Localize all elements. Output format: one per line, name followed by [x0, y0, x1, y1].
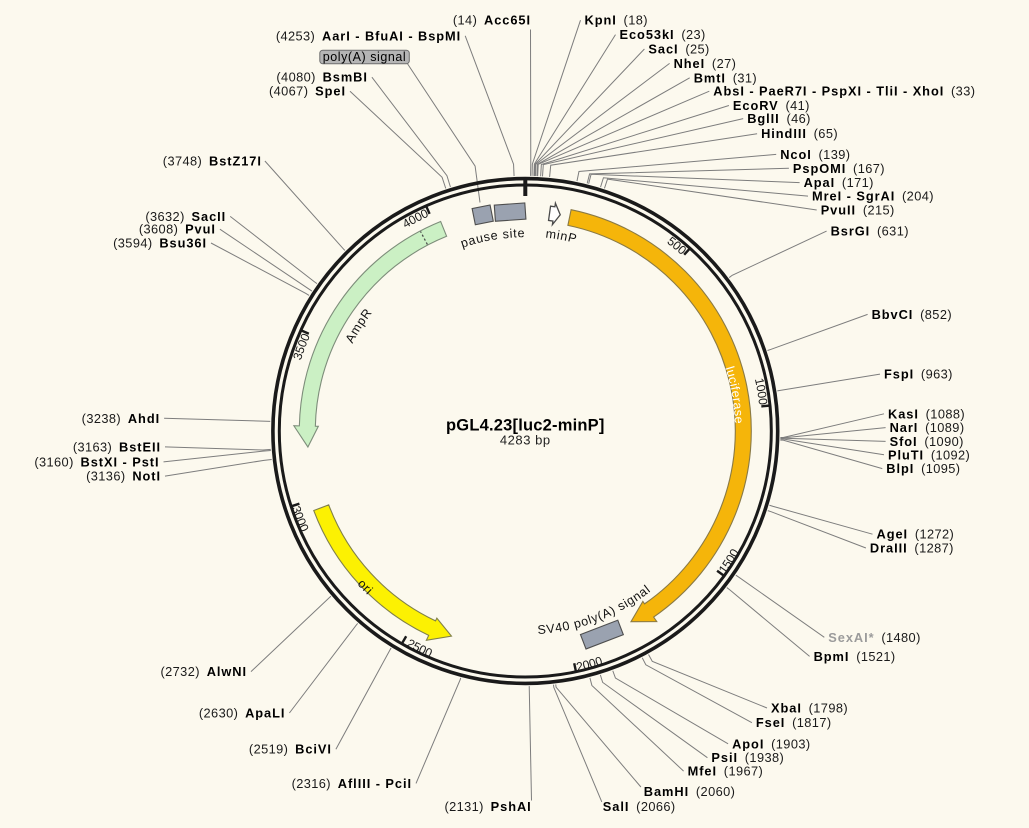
svg-text:EcoRV (41): EcoRV (41) [733, 98, 810, 113]
svg-text:PspOMI (167): PspOMI (167) [793, 161, 885, 176]
svg-text:Eco53kI (23): Eco53kI (23) [620, 27, 706, 42]
svg-text:ApaI (171): ApaI (171) [804, 175, 874, 190]
svg-text:SfoI (1090): SfoI (1090) [890, 434, 964, 449]
svg-text:(2316) AflIII - PciI: (2316) AflIII - PciI [292, 776, 412, 791]
svg-text:minP: minP [545, 227, 579, 247]
svg-text:(4080) BsmBI: (4080) BsmBI [276, 70, 368, 85]
svg-text:(3163) BstEII: (3163) BstEII [73, 439, 161, 454]
svg-text:(3632) SacII: (3632) SacII [145, 209, 226, 224]
svg-text:SacI (25): SacI (25) [648, 42, 709, 57]
svg-text:NarI (1089): NarI (1089) [890, 420, 965, 435]
svg-text:(3160) BstXI - PstI: (3160) BstXI - PstI [34, 454, 159, 469]
svg-text:MfeI (1967): MfeI (1967) [688, 764, 764, 779]
svg-text:(3238) AhdI: (3238) AhdI [82, 411, 160, 426]
svg-text:NcoI (139): NcoI (139) [780, 147, 850, 162]
svg-text:AgeI (1272): AgeI (1272) [877, 527, 955, 542]
svg-text:MreI - SgrAI (204): MreI - SgrAI (204) [812, 189, 934, 204]
svg-text:BsrGI (631): BsrGI (631) [831, 224, 909, 239]
svg-text:(3594) Bsu36I: (3594) Bsu36I [113, 236, 207, 251]
svg-text:pGL4.23[luc2-minP]: pGL4.23[luc2-minP] [446, 417, 605, 435]
svg-text:SexAI* (1480): SexAI* (1480) [828, 630, 920, 645]
svg-text:FseI (1817): FseI (1817) [756, 715, 832, 730]
svg-text:(2519) BciVI: (2519) BciVI [249, 742, 332, 757]
svg-text:(3608) PvuI: (3608) PvuI [139, 222, 216, 237]
svg-text:1000: 1000 [752, 377, 770, 406]
svg-text:KasI (1088): KasI (1088) [888, 406, 965, 421]
svg-text:(4067) SpeI: (4067) SpeI [269, 84, 346, 99]
svg-text:BpmI (1521): BpmI (1521) [814, 649, 896, 664]
svg-text:BamHI (2060): BamHI (2060) [644, 784, 736, 799]
svg-text:(3136) NotI: (3136) NotI [86, 469, 161, 484]
svg-text:poly(A) signal: poly(A) signal [323, 50, 406, 64]
svg-text:NheI (27): NheI (27) [674, 56, 737, 71]
svg-text:BbvCI (852): BbvCI (852) [872, 307, 952, 322]
svg-text:(2630) ApaLI: (2630) ApaLI [199, 706, 286, 721]
svg-text:BlpI (1095): BlpI (1095) [886, 461, 960, 476]
svg-text:ApoI (1903): ApoI (1903) [732, 736, 810, 751]
svg-text:(3748) BstZ17I: (3748) BstZ17I [163, 154, 262, 169]
svg-text:PsiI (1938): PsiI (1938) [711, 750, 784, 765]
svg-text:DraIII (1287): DraIII (1287) [870, 541, 954, 556]
svg-text:(4253) AarI - BfuAI - BspMI: (4253) AarI - BfuAI - BspMI [276, 28, 461, 43]
svg-text:KpnI (18): KpnI (18) [585, 13, 648, 28]
svg-text:AbsI - PaeR7I - PspXI - TliI -: AbsI - PaeR7I - PspXI - TliI - XhoI (33) [713, 84, 975, 99]
svg-text:(2131) PshAI: (2131) PshAI [444, 799, 531, 814]
svg-text:FspI (963): FspI (963) [884, 367, 953, 382]
svg-text:BmtI (31): BmtI (31) [694, 70, 757, 85]
svg-text:XbaI (1798): XbaI (1798) [771, 701, 848, 716]
svg-text:(14) Acc65I: (14) Acc65I [453, 13, 531, 28]
svg-text:4283 bp: 4283 bp [500, 432, 551, 447]
svg-text:PluTI (1092): PluTI (1092) [888, 447, 970, 462]
svg-text:HindIII (65): HindIII (65) [761, 126, 838, 141]
svg-text:BglII (46): BglII (46) [747, 111, 811, 126]
svg-text:SalI (2066): SalI (2066) [603, 799, 676, 814]
svg-text:PvuII (215): PvuII (215) [821, 203, 895, 218]
svg-text:(2732) AlwNI: (2732) AlwNI [160, 664, 247, 679]
